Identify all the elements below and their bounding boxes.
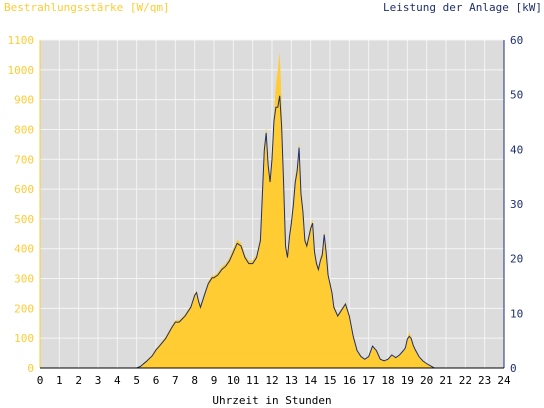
right-tick-label: 20 (510, 253, 523, 266)
x-tick-label: 24 (497, 374, 511, 387)
series-irradiance-area (40, 51, 504, 369)
x-tick-label: 0 (37, 374, 44, 387)
x-tick-label: 20 (420, 374, 433, 387)
x-tick-label: 9 (211, 374, 218, 387)
left-tick-label: 1000 (8, 64, 35, 77)
x-tick-label: 11 (246, 374, 259, 387)
left-tick-label: 300 (14, 273, 34, 286)
x-tick-label: 15 (323, 374, 336, 387)
x-tick-label: 10 (227, 374, 240, 387)
x-tick-label: 22 (459, 374, 472, 387)
series-power-line (40, 95, 504, 369)
x-tick-label: 17 (362, 374, 375, 387)
left-axis-title: Bestrahlungsstärke [W/qm] (4, 1, 170, 14)
x-tick-label: 23 (478, 374, 491, 387)
left-tick-label: 900 (14, 94, 34, 107)
right-axis-title: Leistung der Anlage [kW] (383, 1, 542, 14)
x-tick-label: 21 (439, 374, 452, 387)
x-tick-label: 8 (191, 374, 198, 387)
right-tick-label: 10 (510, 307, 523, 320)
x-tick-label: 2 (75, 374, 82, 387)
left-tick-label: 500 (14, 213, 34, 226)
left-tick-label: 100 (14, 332, 34, 345)
left-tick-label: 400 (14, 243, 34, 256)
x-axis-title: Uhrzeit in Stunden (212, 394, 332, 407)
x-tick-label: 5 (133, 374, 140, 387)
x-tick-label: 18 (381, 374, 394, 387)
x-tick-label: 12 (265, 374, 278, 387)
left-tick-label: 200 (14, 302, 34, 315)
x-tick-label: 3 (95, 374, 102, 387)
right-tick-label: 60 (510, 34, 523, 47)
right-tick-label: 40 (510, 143, 523, 156)
x-tick-label: 19 (401, 374, 414, 387)
right-tick-label: 30 (510, 198, 523, 211)
left-tick-label: 1100 (8, 34, 35, 47)
left-tick-label: 0 (27, 362, 34, 375)
left-tick-label: 600 (14, 183, 34, 196)
x-tick-label: 13 (285, 374, 298, 387)
left-tick-label: 700 (14, 153, 34, 166)
right-tick-label: 50 (510, 89, 523, 102)
x-tick-label: 16 (343, 374, 356, 387)
x-tick-label: 14 (304, 374, 318, 387)
x-tick-label: 4 (114, 374, 121, 387)
left-tick-label: 800 (14, 123, 34, 136)
x-tick-label: 1 (56, 374, 63, 387)
right-tick-label: 0 (510, 362, 517, 375)
x-tick-label: 6 (153, 374, 160, 387)
x-tick-label: 7 (172, 374, 179, 387)
